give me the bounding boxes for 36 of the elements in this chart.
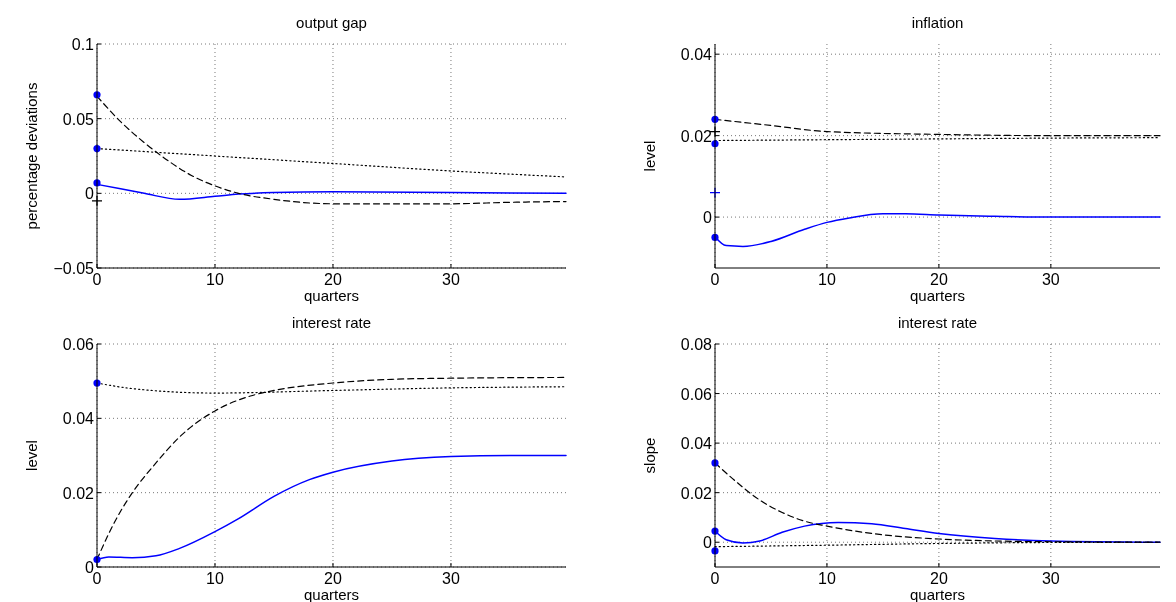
- x-tick-label: 10: [206, 570, 224, 587]
- x-tick-label: 30: [442, 271, 460, 288]
- y-tick-label: 0.02: [62, 484, 95, 502]
- x-tick-label: 30: [1041, 271, 1060, 288]
- y-tick-label: 0: [703, 209, 713, 227]
- y-tick-label: 0.04: [680, 46, 713, 64]
- y-axis-title: level: [23, 440, 40, 471]
- y-tick-label: 0.02: [680, 127, 713, 145]
- x-tick-label: 10: [818, 271, 836, 288]
- y-tick-label: 0.04: [62, 410, 95, 428]
- y-tick-label: 0.06: [680, 385, 713, 403]
- chart-title: inflation: [911, 14, 964, 31]
- chart-title: interest rate: [291, 314, 372, 331]
- x-axis-title: quarters: [303, 287, 360, 304]
- x-tick-label: 30: [1041, 570, 1060, 587]
- chart-title: output gap: [296, 14, 367, 31]
- y-tick-label: 0.05: [62, 110, 95, 128]
- x-tick-label: 10: [818, 570, 836, 587]
- x-tick-label: 10: [206, 271, 224, 288]
- y-axis-title: slope: [641, 437, 658, 474]
- y-tick-label: 0.1: [71, 36, 95, 53]
- y-axis-title: level: [641, 140, 658, 172]
- x-tick-label: 20: [324, 271, 342, 288]
- y-tick-label: 0.04: [680, 435, 713, 453]
- y-tick-label: 0.08: [680, 336, 713, 353]
- y-axis-title: percentage deviations: [23, 82, 40, 230]
- x-tick-label: 20: [930, 570, 948, 587]
- x-axis-title: quarters: [909, 287, 966, 304]
- y-tick-label: 0.02: [680, 484, 713, 502]
- x-tick-label: 20: [930, 271, 948, 288]
- x-tick-label: 20: [324, 570, 342, 587]
- x-tick-label: 30: [442, 570, 460, 587]
- y-tick-label: 0.06: [62, 336, 95, 353]
- y-tick-label: 0: [85, 185, 95, 203]
- chart-title: interest rate: [897, 314, 978, 331]
- y-tick-label: 0: [703, 534, 713, 552]
